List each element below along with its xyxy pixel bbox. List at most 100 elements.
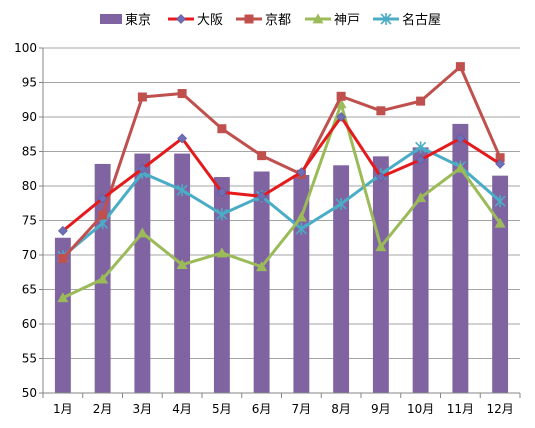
legend-marker-神戸 [312, 13, 324, 24]
y-tick-label-80: 80 [22, 179, 37, 193]
point-京都-3月 [137, 92, 147, 102]
bar-series [54, 123, 509, 394]
point-大阪-5月 [216, 187, 227, 198]
x-tick-label-11: 11月 [447, 402, 474, 416]
point-神戸-3月 [136, 227, 148, 238]
point-京都-2月 [98, 210, 108, 220]
legend-marker-京都 [244, 14, 254, 24]
legend-swatch-東京 [100, 14, 122, 24]
point-大阪-1月 [57, 225, 68, 236]
legend-marker-名古屋 [380, 13, 392, 25]
line-series [57, 62, 506, 303]
y-tick-label-90: 90 [22, 110, 37, 124]
y-tick-label-70: 70 [22, 248, 37, 262]
point-京都-10月 [416, 96, 426, 106]
line-名古屋 [61, 145, 502, 258]
y-tick-label-75: 75 [22, 214, 37, 228]
legend-label-東京: 東京 [125, 12, 151, 28]
point-名古屋-10月 [415, 141, 427, 154]
point-大阪-8月 [336, 112, 347, 122]
bar-東京-11月 [452, 123, 469, 394]
legend-label-京都: 京都 [265, 13, 291, 28]
bar-東京-6月 [253, 171, 270, 393]
x-tick-label-1: 1月 [53, 402, 73, 416]
line-京都 [61, 65, 502, 260]
point-神戸-6月 [256, 261, 268, 272]
bar-東京-12月 [492, 175, 509, 393]
y-tick-label-50: 50 [22, 386, 37, 400]
point-神戸-4月 [176, 259, 188, 270]
x-tick-label-9: 9月 [371, 402, 391, 416]
point-名古屋-7月 [295, 222, 307, 235]
point-京都-9月 [376, 106, 386, 116]
legend: 東京 大阪 京都 神戸 名古屋 [100, 12, 441, 28]
x-tick-label-3: 3月 [133, 402, 153, 416]
point-京都-6月 [257, 151, 267, 161]
x-tick-label-6: 6月 [252, 402, 272, 416]
point-大阪-7月 [296, 167, 307, 178]
legend-entry-名古屋: 名古屋 [373, 12, 441, 28]
x-tick-label-2: 2月 [93, 402, 113, 416]
point-京都-1月 [58, 253, 68, 263]
point-大阪-6月 [256, 191, 267, 202]
legend-entry-大阪: 大阪 [168, 13, 223, 28]
point-大阪-2月 [97, 193, 108, 204]
point-神戸-11月 [454, 162, 466, 173]
point-名古屋-4月 [176, 184, 188, 197]
point-京都-11月 [455, 62, 465, 72]
legend-label-名古屋: 名古屋 [402, 12, 441, 28]
point-京都-5月 [217, 124, 227, 134]
point-大阪-11月 [455, 133, 466, 144]
legend-entry-京都: 京都 [236, 13, 291, 28]
x-tick-label-7: 7月 [292, 402, 312, 416]
point-大阪-12月 [495, 158, 506, 169]
point-神戸-12月 [494, 217, 506, 228]
point-神戸-1月 [57, 292, 69, 303]
x-tick-label-10: 10月 [407, 402, 434, 416]
y-tick-label-55: 55 [22, 352, 37, 366]
point-大阪-10月 [415, 154, 426, 165]
y-tick-label-95: 95 [22, 76, 37, 90]
point-神戸-5月 [216, 247, 228, 258]
point-神戸-10月 [415, 192, 427, 203]
point-名古屋-5月 [216, 208, 228, 221]
axes: 50 55 60 65 70 75 80 85 90 95 100 1月 2月 3月 4月 5月 6月 7月 8月 9… [14, 41, 521, 416]
point-大阪-4月 [177, 133, 188, 144]
bar-東京-5月 [213, 177, 230, 393]
x-tick-label-5: 5月 [212, 402, 232, 416]
point-神戸-9月 [375, 241, 387, 252]
bar-東京-9月 [372, 156, 389, 393]
bar-東京-8月 [333, 165, 350, 393]
y-tick-label-100: 100 [14, 41, 37, 55]
x-tick-label-12: 12月 [486, 402, 513, 416]
bar-東京-1月 [54, 237, 71, 393]
point-神戸-2月 [97, 273, 109, 284]
point-大阪-9月 [375, 172, 386, 182]
legend-entry-神戸: 神戸 [305, 13, 360, 28]
point-神戸-8月 [335, 98, 347, 109]
x-tick-label-4: 4月 [172, 402, 192, 416]
bar-東京-4月 [174, 153, 191, 393]
legend-entry-東京: 東京 [100, 12, 151, 28]
legend-label-神戸: 神戸 [334, 13, 360, 28]
y-tick-label-65: 65 [22, 283, 37, 297]
bar-東京-3月 [134, 153, 151, 393]
line-大阪 [61, 115, 501, 233]
point-神戸-7月 [295, 211, 307, 222]
y-tick-label-60: 60 [22, 317, 37, 331]
legend-marker-大阪 [176, 14, 186, 24]
point-大阪-3月 [137, 163, 148, 174]
bar-東京-10月 [412, 147, 429, 393]
gridlines [43, 47, 520, 359]
bar-東京-7月 [293, 174, 310, 393]
point-京都-12月 [495, 153, 505, 163]
line-神戸 [62, 102, 502, 300]
point-名古屋-12月 [494, 195, 506, 208]
point-京都-4月 [177, 89, 187, 99]
x-tick-label-8: 8月 [331, 402, 351, 416]
legend-label-大阪: 大阪 [197, 13, 223, 28]
y-tick-label-85: 85 [22, 145, 37, 159]
point-京都-8月 [336, 91, 346, 101]
